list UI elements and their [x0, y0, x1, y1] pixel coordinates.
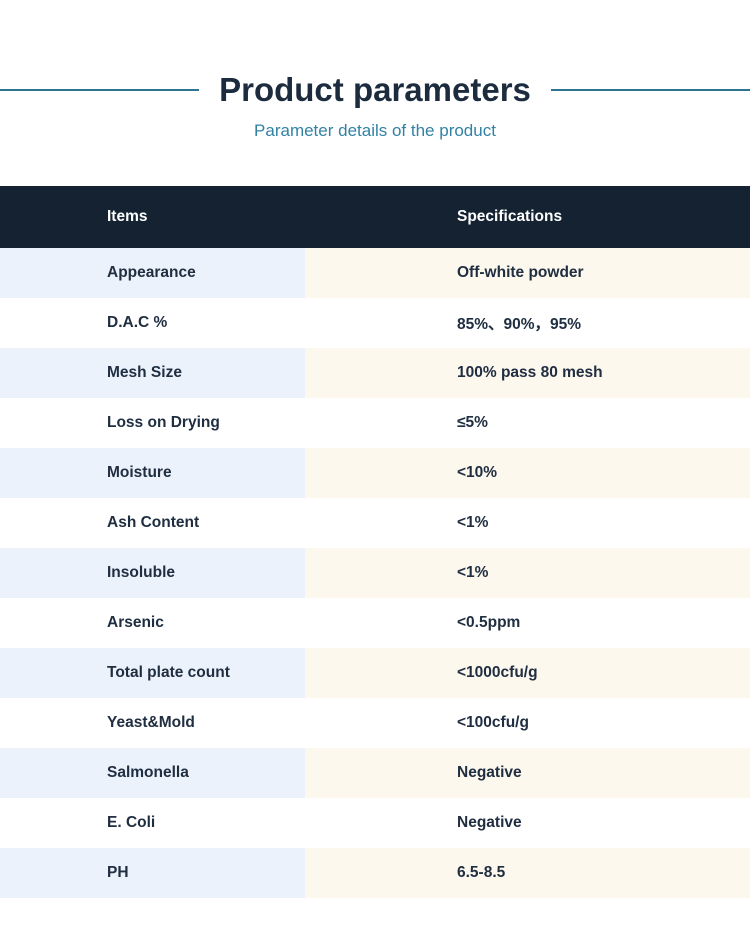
- item-cell: Salmonella: [0, 748, 305, 798]
- page-subtitle: Parameter details of the product: [254, 121, 496, 140]
- spec-cell: 85%、90%，95%: [457, 316, 582, 333]
- item-cell: Yeast&Mold: [107, 714, 195, 731]
- table-header-row: Items Specifications: [0, 186, 750, 248]
- item-cell: PH: [0, 848, 305, 898]
- spec-cell: <10%: [305, 448, 750, 498]
- table-row: Arsenic <0.5ppm: [0, 598, 750, 648]
- spec-cell: <100cfu/g: [457, 714, 529, 731]
- table-row: Loss on Drying ≤5%: [0, 398, 750, 448]
- spec-cell: ≤5%: [457, 414, 488, 431]
- spec-table: Items Specifications Appearance Off-white…: [0, 186, 750, 898]
- table-body: Appearance Off-white powder D.A.C % 85%、90%…: [0, 248, 750, 898]
- spec-cell: Negative: [305, 748, 750, 798]
- spec-cell: 100% pass 80 mesh: [305, 348, 750, 398]
- title-divider-right: [550, 89, 750, 91]
- spec-cell: <1%: [305, 548, 750, 598]
- column-header-specifications: Specifications: [457, 208, 563, 225]
- spec-cell: <0.5ppm: [457, 614, 521, 631]
- table-row: Moisture <10%: [0, 448, 750, 498]
- table-row: Total plate count <1000cfu/g: [0, 648, 750, 698]
- table-row: Appearance Off-white powder: [0, 248, 750, 298]
- table-row: Insoluble <1%: [0, 548, 750, 598]
- item-cell: Mesh Size: [0, 348, 305, 398]
- table-row: Mesh Size 100% pass 80 mesh: [0, 348, 750, 398]
- item-cell: Total plate count: [0, 648, 305, 698]
- item-cell: Moisture: [0, 448, 305, 498]
- title-divider-left: [0, 89, 200, 91]
- spec-cell: Negative: [457, 814, 522, 831]
- table-row: E. Coli Negative: [0, 798, 750, 848]
- item-cell: E. Coli: [107, 814, 156, 831]
- table-row: PH 6.5-8.5: [0, 848, 750, 898]
- item-cell: D.A.C %: [107, 314, 168, 331]
- spec-cell: 6.5-8.5: [305, 848, 750, 898]
- table-row: Salmonella Negative: [0, 748, 750, 798]
- title-row: Product parameters: [0, 70, 750, 110]
- item-cell: Arsenic: [107, 614, 164, 631]
- spec-cell: <1%: [457, 514, 489, 531]
- item-cell: Loss on Drying: [107, 414, 220, 431]
- spec-cell: Off-white powder: [305, 248, 750, 298]
- table-row: Ash Content <1%: [0, 498, 750, 548]
- title-block: Product parameters Parameter details of …: [0, 0, 750, 144]
- spec-cell: <1000cfu/g: [305, 648, 750, 698]
- column-header-items: Items: [107, 208, 148, 225]
- item-cell: Insoluble: [0, 548, 305, 598]
- table-row: Yeast&Mold <100cfu/g: [0, 698, 750, 748]
- item-cell: Ash Content: [107, 514, 200, 531]
- item-cell: Appearance: [0, 248, 305, 298]
- page-title: Product parameters: [219, 71, 531, 108]
- table-row: D.A.C % 85%、90%，95%: [0, 298, 750, 348]
